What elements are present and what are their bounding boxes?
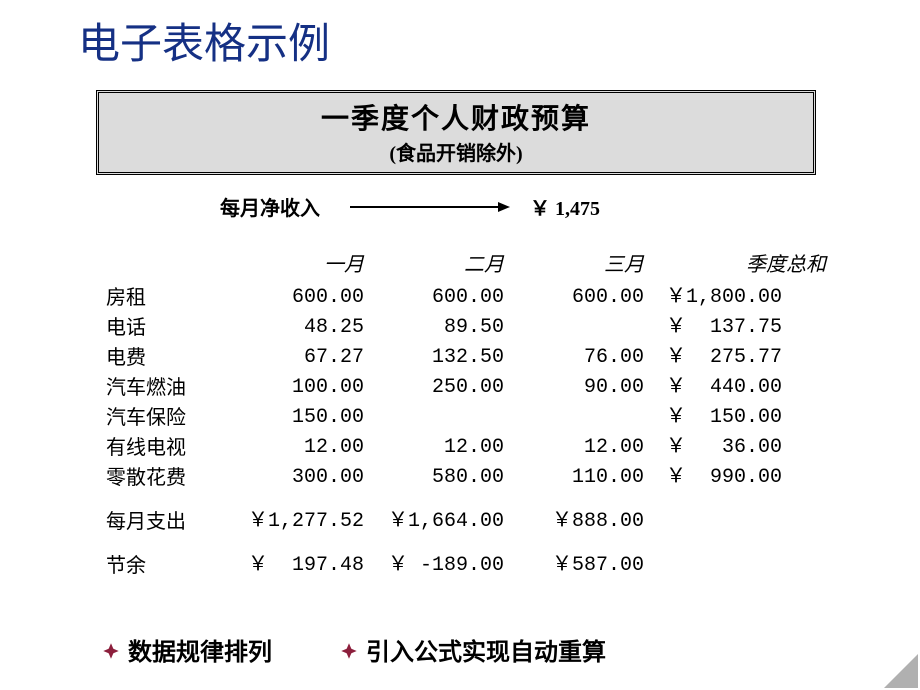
income-value: ￥ 1,475 [530,192,600,221]
cell: 600.00 [526,283,666,313]
cell-total: ￥ 990.00 [666,463,836,493]
cell [386,403,526,433]
budget-table: 一月 二月 三月 季度总和 房租 600.00 600.00 600.00 ￥1… [96,248,836,581]
table-row: 电费 67.27 132.50 76.00 ￥ 275.77 [96,343,836,373]
panel-subtitle: (食品开销除外) [99,137,813,166]
cell: 600.00 [246,283,386,313]
row-label: 零散花费 [96,463,246,493]
table-row: 汽车保险 150.00 ￥ 150.00 [96,403,836,433]
table-row: 电话 48.25 89.50 ￥ 137.75 [96,313,836,343]
cell: ￥1,664.00 [386,507,526,537]
cell-total: ￥1,800.00 [666,283,836,313]
bullet-row: 数据规律排列 引入公式实现自动重算 [100,632,880,667]
page-corner-icon [884,654,918,688]
cell-total: ￥ 137.75 [666,313,836,343]
cell: 100.00 [246,373,386,403]
row-label: 汽车燃油 [96,373,246,403]
cell: 67.27 [246,343,386,373]
cell: ￥1,277.52 [246,507,386,537]
diamond-icon [338,640,360,662]
row-label: 节余 [96,551,246,581]
bullet-text: 数据规律排列 [128,640,272,666]
cell: 600.00 [386,283,526,313]
table-row: 汽车燃油 100.00 250.00 90.00 ￥ 440.00 [96,373,836,403]
row-label: 汽车保险 [96,403,246,433]
row-label: 电费 [96,343,246,373]
table-header: 一月 二月 三月 季度总和 [96,248,836,277]
row-label: 有线电视 [96,433,246,463]
cell: ￥888.00 [526,507,666,537]
cell: ￥587.00 [526,551,666,581]
cell: 132.50 [386,343,526,373]
cell-total: ￥ 150.00 [666,403,836,433]
balance-row: 节余 ￥ 197.48 ￥ -189.00 ￥587.00 [96,551,836,581]
cell [526,313,666,343]
col-month3: 三月 [526,248,666,277]
bullet-text: 引入公式实现自动重算 [366,640,606,666]
cell: 250.00 [386,373,526,403]
cell: 12.00 [386,433,526,463]
income-label: 每月净收入 [220,192,320,221]
slide-title: 电子表格示例 [78,10,330,71]
table-row: 房租 600.00 600.00 600.00 ￥1,800.00 [96,283,836,313]
col-month1: 一月 [246,248,386,277]
col-month2: 二月 [386,248,526,277]
cell-total: ￥ 36.00 [666,433,836,463]
bullet-1: 数据规律排列 [100,632,272,667]
cell [526,403,666,433]
income-row: 每月净收入 ￥ 1,475 [220,192,700,222]
cell: ￥ 197.48 [246,551,386,581]
cell: 48.25 [246,313,386,343]
table-row: 零散花费 300.00 580.00 110.00 ￥ 990.00 [96,463,836,493]
bullet-2: 引入公式实现自动重算 [338,632,606,667]
cell: 300.00 [246,463,386,493]
row-label: 电话 [96,313,246,343]
expense-row: 每月支出 ￥1,277.52 ￥1,664.00 ￥888.00 [96,507,836,537]
panel-title: 一季度个人财政预算 [99,97,813,137]
row-label: 房租 [96,283,246,313]
cell: 12.00 [526,433,666,463]
cell: 580.00 [386,463,526,493]
budget-panel: 一季度个人财政预算 (食品开销除外) [96,90,816,175]
cell: 89.50 [386,313,526,343]
cell: 90.00 [526,373,666,403]
cell-total: ￥ 440.00 [666,373,836,403]
col-total: 季度总和 [666,248,836,277]
cell: 150.00 [246,403,386,433]
cell-total: ￥ 275.77 [666,343,836,373]
diamond-icon [100,640,122,662]
table-row: 有线电视 12.00 12.00 12.00 ￥ 36.00 [96,433,836,463]
cell: 12.00 [246,433,386,463]
cell: 110.00 [526,463,666,493]
arrow-icon [350,202,510,212]
cell: 76.00 [526,343,666,373]
cell: ￥ -189.00 [386,551,526,581]
row-label: 每月支出 [96,507,246,537]
